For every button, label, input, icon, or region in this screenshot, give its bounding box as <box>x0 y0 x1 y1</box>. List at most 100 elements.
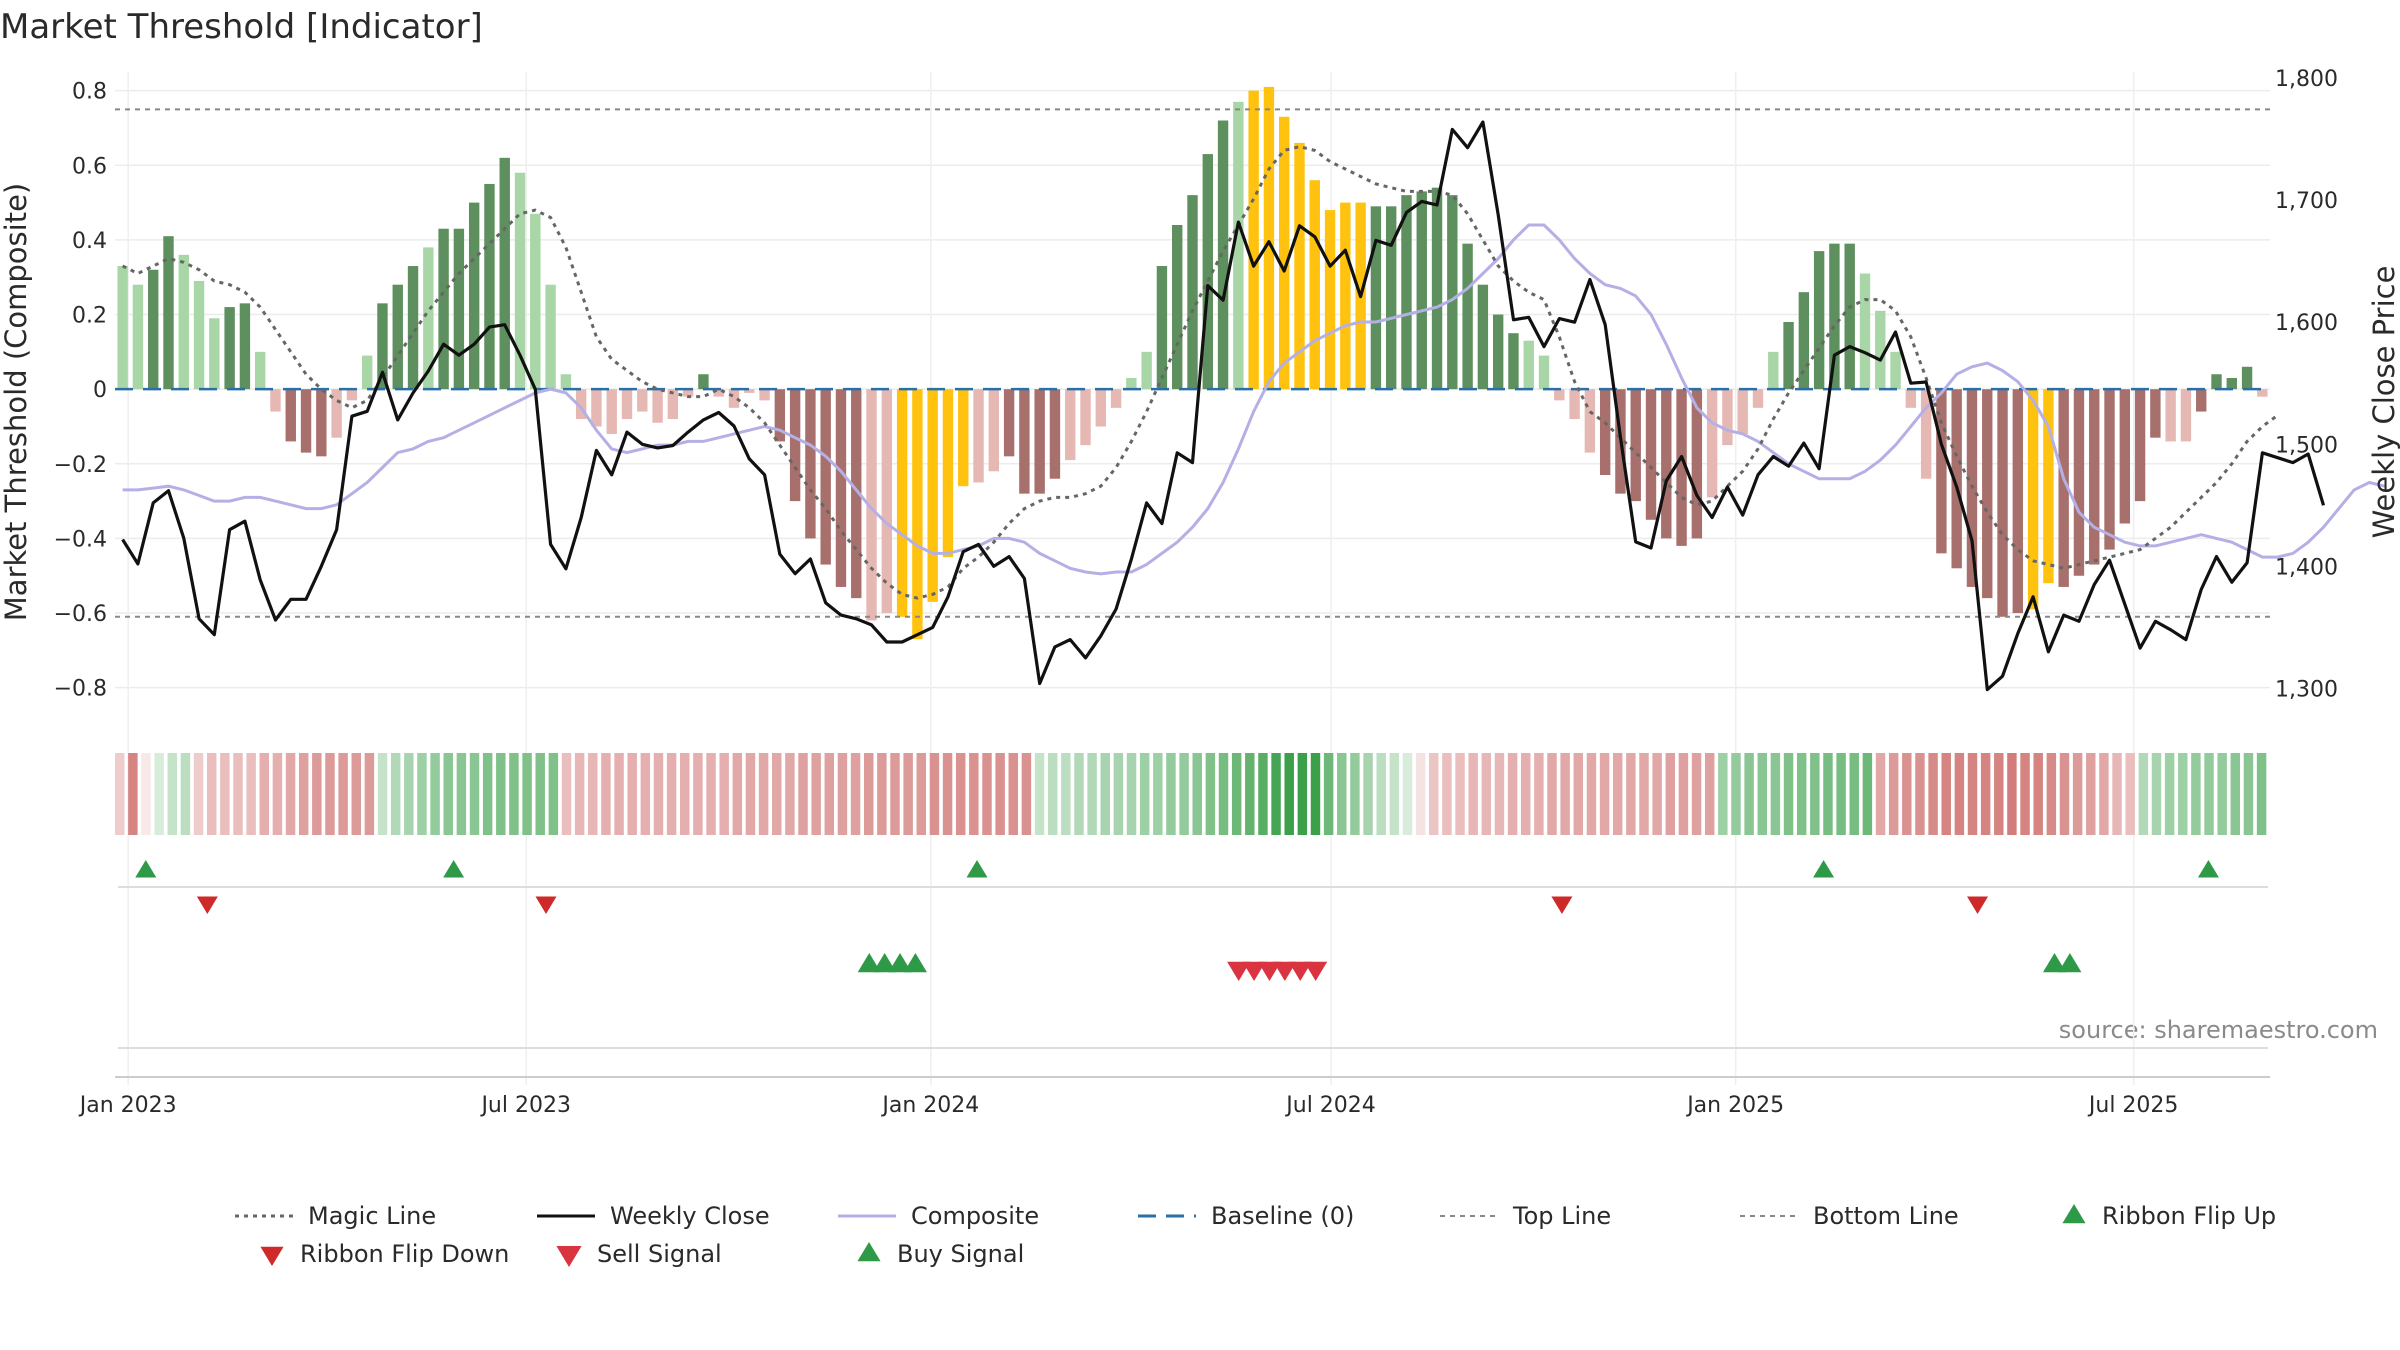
histogram-bar <box>1370 206 1382 390</box>
ribbon-cell <box>1718 753 1728 835</box>
ribbon-cell <box>1862 753 1873 835</box>
ribbon-cell <box>1389 753 1400 835</box>
ribbon-cell <box>1100 753 1110 835</box>
ribbon-cell <box>154 753 164 835</box>
histogram-bar <box>545 284 556 390</box>
ribbon-cell <box>1074 753 1084 835</box>
histogram-bar <box>1187 195 1198 390</box>
ribbon-cell <box>1205 753 1216 835</box>
histogram-bar <box>132 284 144 390</box>
histogram-bar <box>2104 389 2115 550</box>
ribbon-cell <box>2033 753 2043 835</box>
y-right-axis-title: Weekly Close Price <box>2367 266 2400 539</box>
ribbon-cell <box>877 753 887 835</box>
legend-label: Magic Line <box>308 1202 436 1230</box>
lines-layer <box>115 108 2385 692</box>
y-left-tick-label: 0 <box>93 378 107 403</box>
legend-label: Ribbon Flip Up <box>2102 1202 2276 1230</box>
ribbon-cell <box>1612 753 1623 835</box>
ribbon-cell <box>272 753 283 835</box>
histogram-bar <box>896 389 908 617</box>
ribbon-cell <box>1994 753 2004 835</box>
ribbon-cell <box>653 753 664 835</box>
histogram-bar <box>789 389 801 502</box>
histogram-bar <box>759 389 770 401</box>
ribbon-cell <box>1481 753 1492 835</box>
ribbon-cell <box>627 753 637 835</box>
histogram-bar <box>2089 389 2100 565</box>
ribbon-cell <box>167 753 178 835</box>
sell-signal-marker <box>1273 961 1297 981</box>
ribbon-cell <box>2178 753 2188 835</box>
ribbon-cell <box>1941 753 1951 835</box>
x-tick-label: Jan 2023 <box>78 1093 177 1118</box>
ribbon-cell <box>680 753 690 835</box>
histogram-bar <box>744 389 755 393</box>
x-tick-label: Jul 2023 <box>479 1093 571 1118</box>
sell-signal-marker <box>1242 961 1266 981</box>
histogram-bar <box>1936 389 1947 554</box>
histogram-bar <box>1599 389 1611 475</box>
ribbon-cell <box>1547 753 1557 835</box>
y-right-tick-label: 1,400 <box>2275 555 2338 580</box>
ribbon-cell <box>942 753 953 835</box>
histogram-bar <box>1538 355 1550 390</box>
histogram-bar <box>652 389 663 423</box>
histogram-bar <box>1202 154 1213 390</box>
histogram-bar <box>1324 210 1336 390</box>
ribbon-cell <box>390 753 401 835</box>
ribbon-cell <box>1980 753 1991 835</box>
y-left-tick-label: −0.8 <box>54 677 107 702</box>
ribbon-cell <box>1337 753 1347 835</box>
histogram-bar <box>2196 389 2207 412</box>
magic-line <box>121 145 2279 600</box>
ribbon-cell <box>1691 753 1702 835</box>
histogram-bar <box>316 389 327 457</box>
ribbon-cell <box>351 753 361 835</box>
ribbon-cell <box>2020 753 2030 835</box>
histogram-bar <box>2119 389 2131 524</box>
legend-label: Top Line <box>1512 1202 1611 1230</box>
y-left-tick-label: 0.2 <box>72 304 107 329</box>
ribbon-cell <box>601 753 611 835</box>
ribbon-cell <box>312 753 322 835</box>
ribbon-cell <box>811 753 821 835</box>
ribbon-cell <box>1534 753 1544 835</box>
histogram-bar <box>1172 224 1183 390</box>
histogram-bar <box>1905 389 1917 408</box>
histogram-bar <box>1294 142 1305 390</box>
histogram-bar <box>591 389 602 427</box>
ribbon-cell <box>1376 753 1386 835</box>
histogram-bar <box>484 183 495 390</box>
ribbon-cell <box>1323 753 1334 835</box>
histogram-bar <box>514 172 526 390</box>
histogram-bar <box>1034 389 1045 494</box>
ribbon-cell <box>1061 753 1071 835</box>
ribbon-cell <box>588 753 598 835</box>
ribbon-cell <box>1928 753 1938 835</box>
histogram-bar <box>285 389 296 442</box>
histogram-bar <box>1095 389 1106 427</box>
histogram-bar <box>667 389 679 420</box>
histogram-bar <box>1844 243 1855 390</box>
histogram-bar <box>881 389 893 614</box>
histogram-bar <box>637 389 648 412</box>
histogram-bar <box>2073 389 2085 576</box>
x-tick-label: Jan 2024 <box>880 1093 979 1118</box>
histogram-bar <box>1477 284 1489 390</box>
ribbon-cell <box>1731 753 1741 835</box>
ribbon-cell <box>850 753 861 835</box>
histogram-bar <box>1875 310 1886 390</box>
ribbon-cell <box>2072 753 2083 835</box>
histogram-bar <box>2180 389 2192 442</box>
ribbon-cell <box>798 753 808 835</box>
histogram-bar <box>2058 389 2069 587</box>
ribbon-cell <box>233 753 243 835</box>
ribbon-cell <box>1888 753 1899 835</box>
histogram-bar <box>1065 389 1076 461</box>
ribbon-cell <box>1494 753 1505 835</box>
ribbon-cell <box>1468 753 1478 835</box>
ribbon-cell <box>2256 753 2267 835</box>
histogram-bar <box>1661 389 1672 539</box>
histogram-bar <box>1156 266 1168 390</box>
